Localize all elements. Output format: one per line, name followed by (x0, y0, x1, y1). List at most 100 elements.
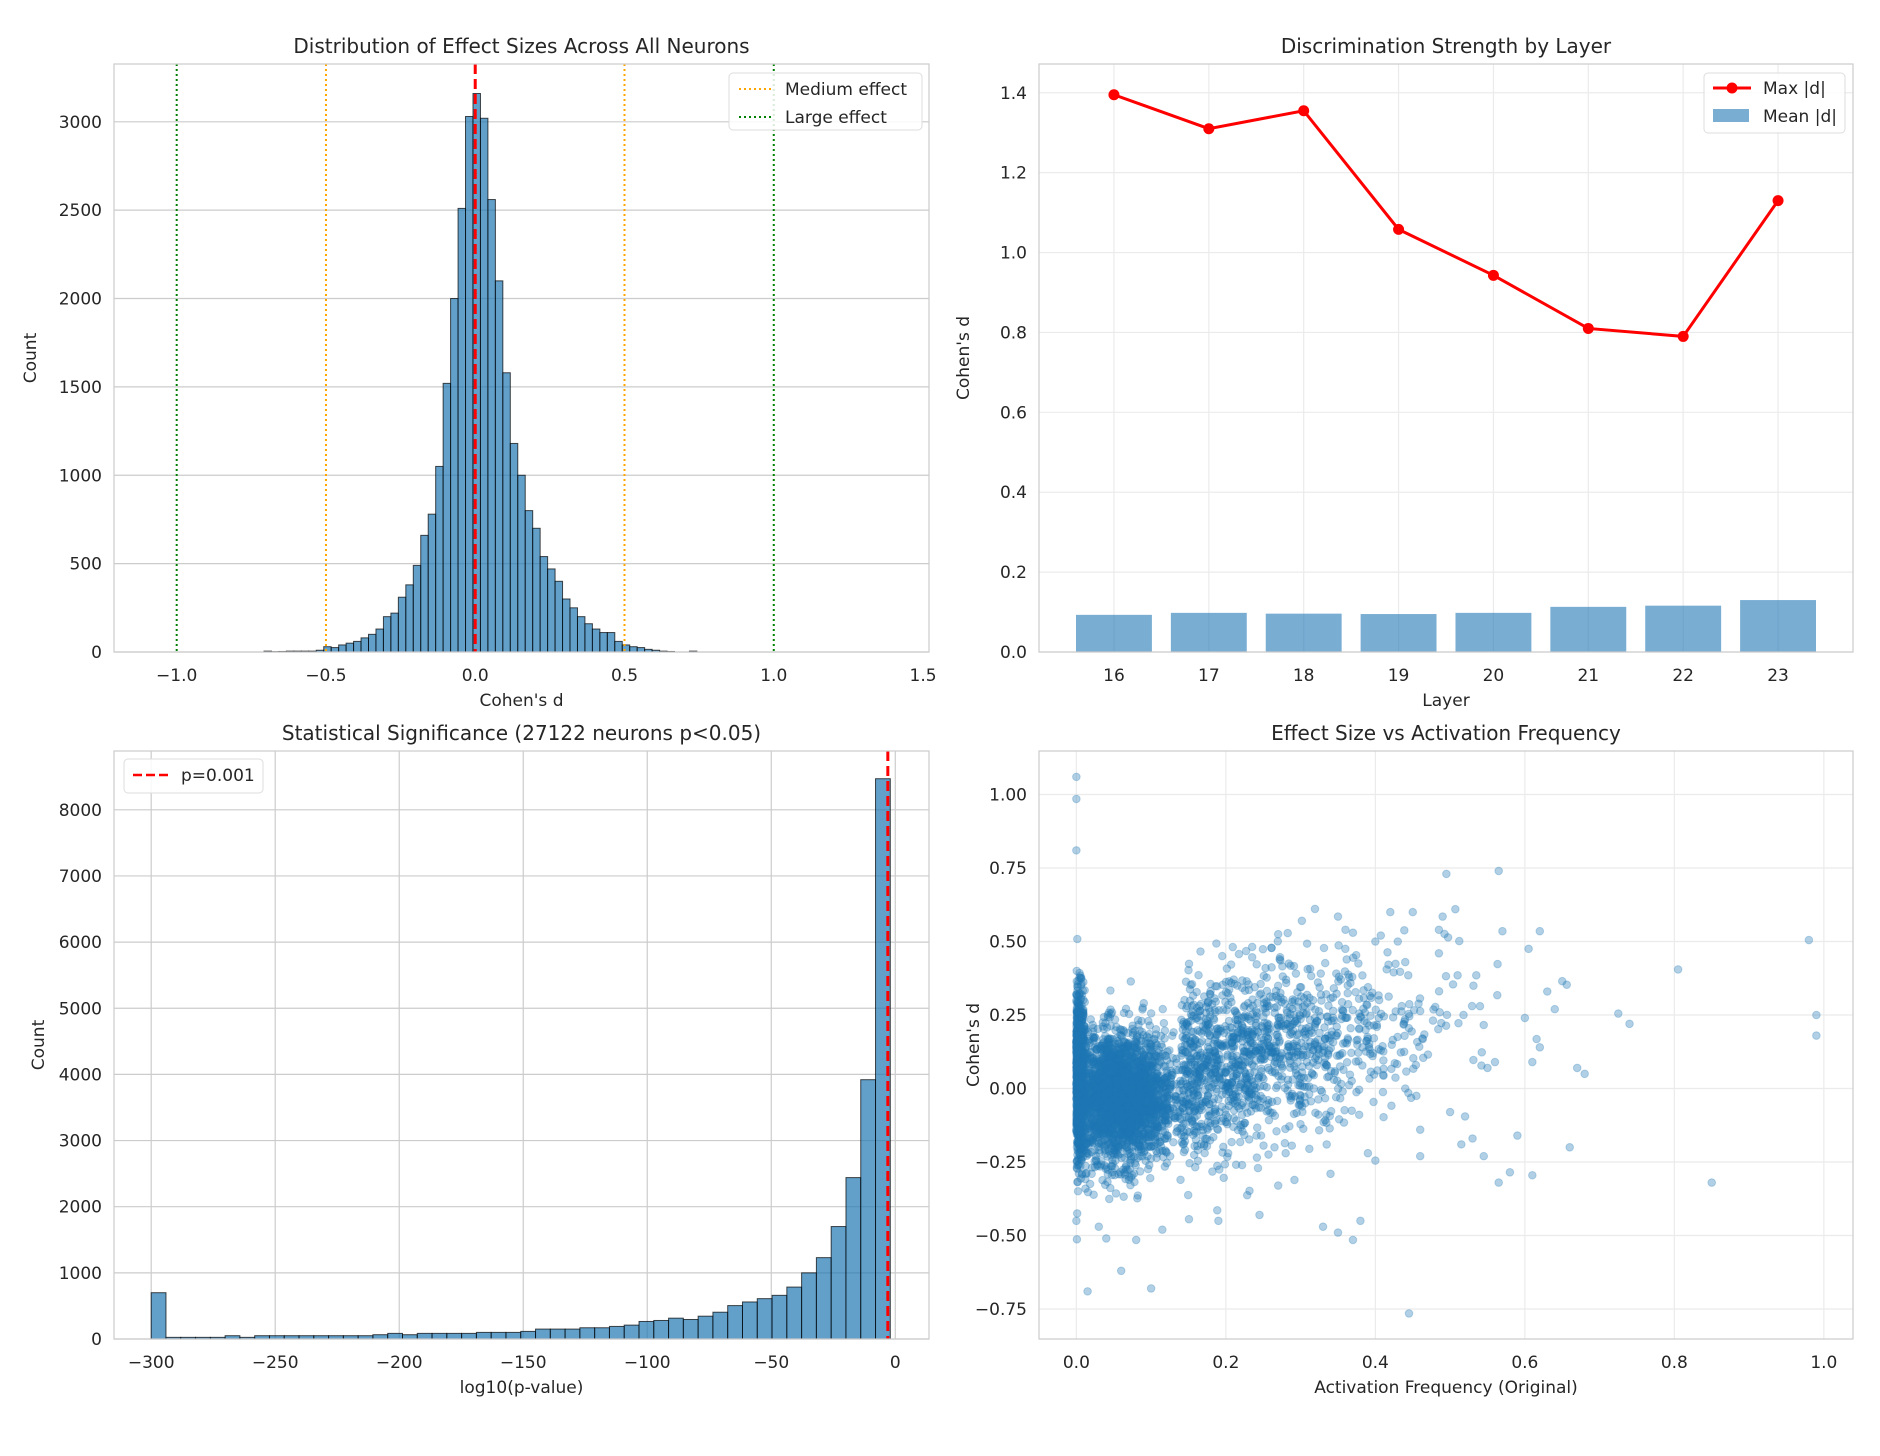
scatter-point (1128, 1021, 1137, 1030)
scatter-point (1077, 1079, 1087, 1088)
chart-title: Statistical Significance (27122 neurons … (282, 721, 761, 745)
axes-frame (1038, 63, 1854, 653)
x-tick-label: −50 (753, 1353, 789, 1373)
scatter-point (1195, 1038, 1205, 1048)
scatter-point (1082, 1151, 1092, 1161)
max-marker (1393, 223, 1405, 235)
scatter-point (1376, 931, 1386, 940)
scatter-point (1467, 1001, 1477, 1011)
scatter-point (1073, 1120, 1082, 1130)
histogram-bar (653, 1319, 670, 1340)
scatter-point (1072, 1036, 1082, 1046)
scatter-point (1296, 1014, 1305, 1024)
scatter-point (1262, 986, 1272, 996)
scatter-point (1079, 1071, 1089, 1081)
scatter-point (1123, 1042, 1133, 1051)
legend[interactable]: p=0.001 (123, 758, 264, 794)
scatter-point (1184, 959, 1194, 969)
scatter-point (1342, 955, 1351, 964)
histogram-bar (668, 1317, 684, 1340)
scatter-point (1081, 1161, 1090, 1171)
scatter-point (1163, 1131, 1173, 1141)
scatter-point (1076, 1037, 1085, 1047)
scatter-point (1077, 1092, 1086, 1102)
scatter-point (1072, 1103, 1082, 1112)
scatter-point (1073, 1003, 1083, 1012)
histogram-bar (412, 564, 422, 653)
scatter-point (1075, 1058, 1084, 1068)
scatter-point (1337, 1079, 1346, 1089)
scatter-point (1182, 1019, 1191, 1029)
scatter-point (1072, 1027, 1082, 1037)
scatter-point (1232, 1070, 1241, 1079)
histogram-bar (490, 1331, 507, 1340)
scatter-point (1076, 1056, 1086, 1065)
scatter-point (1343, 999, 1353, 1009)
scatter-point (1074, 1052, 1084, 1061)
scatter-point (1072, 1051, 1082, 1061)
scatter-point (1262, 973, 1271, 982)
scatter-point (1099, 1131, 1109, 1140)
scatter-point (1354, 994, 1364, 1004)
histogram-bar (509, 442, 519, 653)
scatter-point (1074, 1024, 1084, 1034)
scatter-point (1072, 1043, 1081, 1052)
scatter-point (1297, 916, 1307, 926)
scatter-point (1078, 1012, 1087, 1021)
histogram-bar (682, 1318, 699, 1340)
scatter-point (1074, 1081, 1084, 1091)
scatter-point (1073, 1055, 1082, 1065)
scatter-point (1411, 1060, 1421, 1070)
scatter-point (1076, 1097, 1086, 1107)
scatter-point (1272, 1024, 1281, 1033)
scatter-point (1082, 1148, 1091, 1158)
scatter-point (1532, 1034, 1541, 1044)
histogram-bar (442, 382, 452, 653)
scatter-point (1099, 1141, 1109, 1151)
y-tick-label: 1.4 (1000, 84, 1027, 104)
scatter-point (1077, 1061, 1086, 1071)
x-tick-label: 0.8 (1661, 1353, 1688, 1373)
scatter-point (1181, 1073, 1190, 1083)
legend[interactable]: Max |d|Mean |d| (1703, 72, 1846, 134)
scatter-point (1384, 960, 1393, 969)
scatter-point (1156, 1031, 1166, 1041)
scatter-point (1428, 1016, 1438, 1025)
scatter-point (1076, 1025, 1086, 1035)
scatter-point (1073, 1030, 1083, 1039)
scatter-point (1074, 1043, 1084, 1053)
histogram-bar (353, 640, 362, 653)
scatter-point (1074, 1068, 1084, 1077)
histogram-bar (539, 556, 549, 653)
histogram-bar (494, 280, 504, 653)
scatter-point (1441, 971, 1451, 981)
scatter-point (1354, 1024, 1364, 1034)
scatter-point (1423, 1050, 1433, 1059)
scatter-point (1239, 1066, 1249, 1075)
scatter-point (1242, 1190, 1252, 1200)
y-tick-label: 0.4 (1000, 483, 1027, 503)
scatter-point (1344, 973, 1354, 982)
scatter-point (1074, 1077, 1084, 1086)
scatter-point (1217, 951, 1227, 961)
scatter-point (1306, 971, 1316, 981)
scatter-point (1072, 1012, 1082, 1022)
scatter-point (1354, 1085, 1364, 1094)
scatter-point (1492, 990, 1502, 1000)
scatter-point (1200, 1085, 1210, 1095)
scatter-point (1074, 1000, 1083, 1010)
panel-pvalue-hist: −300 −250 −200 −150 −100 −50 00100020003000400… (29, 721, 930, 1398)
scatter-point (1077, 1154, 1086, 1164)
scatter-point (1074, 1109, 1083, 1118)
scatter-point (1072, 1089, 1081, 1098)
scatter-point (1073, 986, 1082, 995)
histogram-bar (591, 628, 601, 653)
scatter-point (1379, 1112, 1388, 1122)
scatter-point (1073, 1058, 1083, 1068)
scatter-point (1072, 1079, 1081, 1089)
scatter-point (1230, 1006, 1240, 1015)
scatter-point (1324, 1001, 1333, 1010)
histogram-bar (387, 1332, 403, 1340)
scatter-point (1079, 1059, 1089, 1068)
